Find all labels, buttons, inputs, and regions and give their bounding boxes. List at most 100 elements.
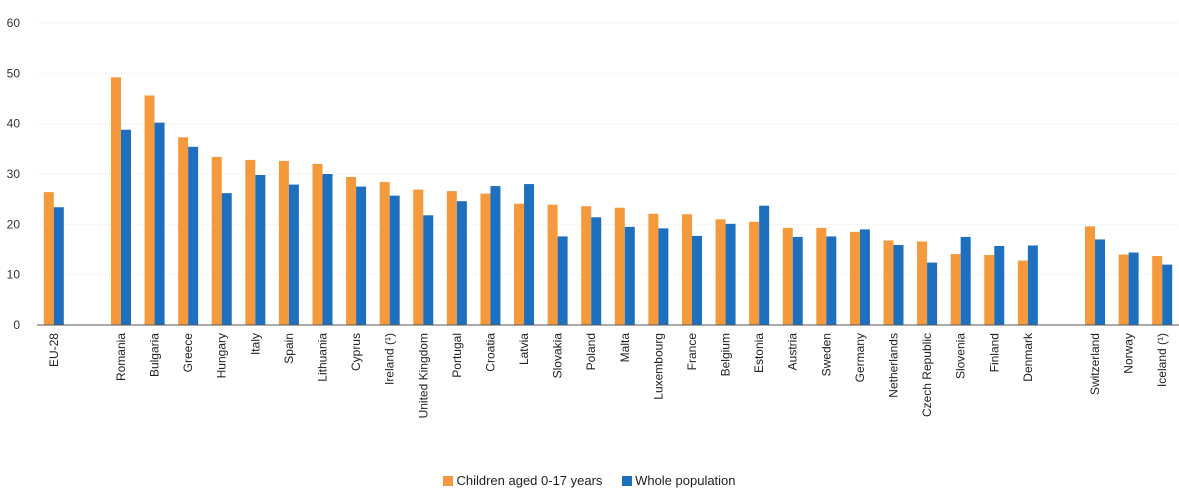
x-axis-labels: EU-28 Romania Bulgaria Greece Hungary Italy Sp… — [47, 332, 1169, 418]
bar-whole-population — [557, 236, 568, 325]
bar-children — [446, 191, 457, 325]
x-tick-label: Germany — [853, 333, 867, 382]
bar-children — [547, 204, 558, 325]
bar-whole-population — [356, 186, 367, 325]
bar-whole-population — [691, 235, 702, 325]
y-tick-label: 10 — [7, 268, 21, 282]
x-tick-label: Lithuania — [316, 333, 330, 382]
bar-children — [581, 206, 592, 325]
bar-whole-population — [826, 236, 837, 325]
bar-whole-population — [524, 184, 535, 325]
y-tick-label: 50 — [7, 66, 21, 80]
bar-children — [178, 137, 189, 325]
legend: Children aged 0-17 years Whole populatio… — [0, 473, 1179, 489]
y-tick-label: 60 — [7, 16, 21, 30]
x-tick-label: Romania — [114, 333, 128, 381]
bar-whole-population — [490, 186, 501, 325]
bar-children — [917, 241, 928, 325]
x-tick-label: Netherlands — [887, 333, 901, 398]
bar-whole-population — [1162, 264, 1173, 325]
bar-whole-population — [53, 207, 64, 325]
x-tick-label: Slovenia — [954, 333, 968, 379]
x-tick-label: Slovakia — [551, 333, 565, 379]
bar-whole-population — [188, 146, 199, 325]
x-tick-label: EU-28 — [47, 333, 61, 367]
bar-children — [312, 163, 323, 325]
bar-children — [514, 203, 525, 325]
x-tick-label: Denmark — [1021, 332, 1035, 382]
bar-whole-population — [1095, 239, 1106, 325]
bar-children — [379, 182, 390, 325]
bar-whole-population — [423, 215, 434, 325]
bar-children — [110, 77, 121, 325]
bar-children — [245, 159, 256, 325]
x-tick-label: United Kingdom — [416, 333, 430, 418]
bar-children — [278, 160, 289, 325]
bar-whole-population — [792, 236, 803, 325]
bar-whole-population — [927, 262, 938, 325]
bar-whole-population — [591, 217, 602, 325]
x-tick-label: Sweden — [819, 333, 833, 376]
bar-whole-population — [120, 129, 131, 325]
x-tick-label: Luxembourg — [651, 333, 665, 400]
bar-whole-population — [389, 195, 400, 325]
bar-children — [1017, 260, 1028, 325]
x-tick-label: Czech Republic — [920, 333, 934, 417]
y-tick-label: 30 — [7, 167, 21, 181]
x-tick-label: Greece — [181, 333, 195, 373]
legend-swatch-whole-population — [622, 475, 633, 486]
bar-children — [849, 231, 860, 325]
bar-children — [782, 227, 793, 325]
bar-whole-population — [658, 228, 669, 325]
x-tick-label: France — [685, 333, 699, 371]
bar-children — [1118, 254, 1129, 325]
legend-item-children: Children aged 0-17 years — [443, 473, 602, 488]
x-tick-label: Bulgaria — [148, 333, 162, 377]
bar-whole-population — [154, 122, 165, 325]
bar-whole-population — [1128, 252, 1139, 325]
legend-label-children: Children aged 0-17 years — [456, 473, 603, 488]
x-tick-label: Estonia — [752, 333, 766, 373]
bar-whole-population — [456, 201, 467, 325]
bar-children — [681, 214, 692, 325]
bar-whole-population — [994, 245, 1005, 325]
x-tick-label: Poland — [584, 333, 598, 370]
bar-children — [346, 177, 357, 325]
y-tick-label: 40 — [7, 117, 21, 131]
x-tick-label: Austria — [786, 333, 800, 371]
bar-children — [648, 213, 659, 325]
legend-label-whole-population: Whole population — [635, 473, 736, 488]
bar-children — [614, 207, 625, 325]
gridlines — [37, 22, 1179, 276]
x-tick-label: Croatia — [483, 333, 497, 372]
x-tick-label: Ireland (¹) — [383, 333, 397, 385]
x-tick-label: Iceland (¹) — [1155, 333, 1169, 387]
bar-children — [749, 221, 760, 325]
bar-whole-population — [893, 244, 904, 325]
bar-children — [480, 193, 491, 325]
bar-whole-population — [255, 175, 266, 325]
x-tick-label: Italy — [248, 333, 262, 355]
bar-children — [715, 219, 726, 325]
x-tick-label: Hungary — [215, 333, 229, 378]
bar-whole-population — [322, 174, 333, 325]
bar-whole-population — [1027, 245, 1038, 325]
bar-children — [950, 254, 961, 325]
bar-whole-population — [859, 229, 870, 325]
x-tick-label: Switzerland — [1088, 333, 1102, 395]
bar-whole-population — [725, 223, 736, 325]
x-tick-label: Finland — [987, 333, 1001, 372]
bar-whole-population — [960, 236, 971, 325]
y-tick-label: 0 — [13, 318, 20, 332]
x-tick-label: Cyprus — [349, 333, 363, 371]
bar-whole-population — [759, 205, 770, 325]
bar-whole-population — [624, 226, 635, 325]
bar-children — [211, 156, 222, 325]
x-tick-label: Belgium — [719, 333, 733, 376]
bar-whole-population — [221, 193, 232, 325]
bar-children — [1085, 226, 1096, 325]
legend-swatch-children — [443, 475, 454, 486]
bar-children — [984, 255, 995, 325]
bar-children — [883, 240, 894, 325]
